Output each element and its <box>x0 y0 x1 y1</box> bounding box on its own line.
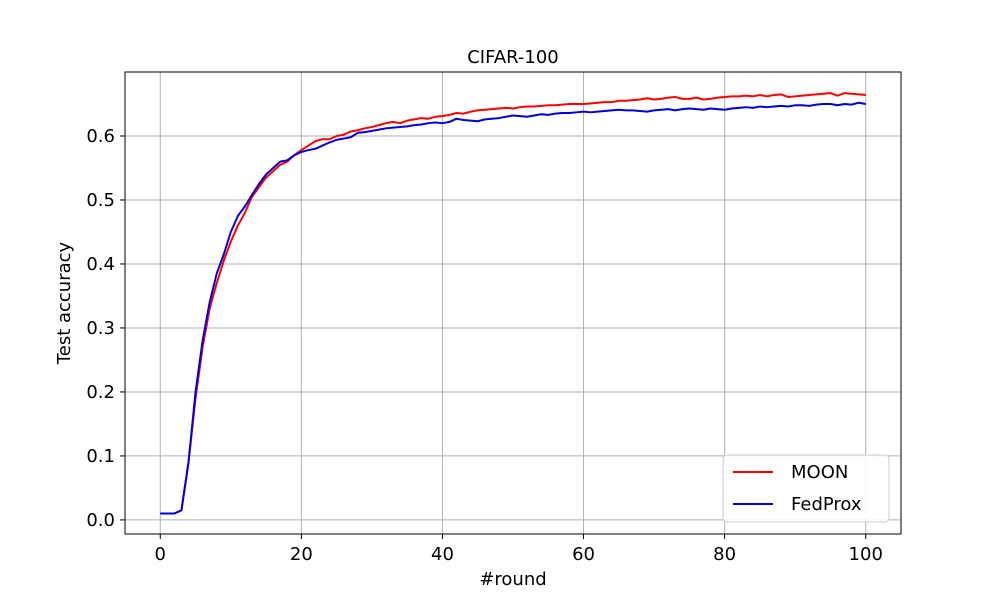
y-tick-label: 0.2 <box>86 382 115 403</box>
y-tick-label: 0.0 <box>86 510 115 531</box>
y-tick-label: 0.4 <box>86 254 115 275</box>
series-layer <box>160 92 866 515</box>
x-tick-label: 40 <box>431 544 454 565</box>
y-tick-label: 0.1 <box>86 446 115 467</box>
y-tick-label: 0.6 <box>86 126 115 147</box>
tick-layer: 0 20 40 60 80 100 0.0 0.1 0.2 0.3 0.4 0.5 0.6 <box>86 126 883 565</box>
y-axis-label: Test accuracy <box>54 241 75 365</box>
legend: MOON FedProx <box>722 454 890 523</box>
x-tick-label: 100 <box>849 544 883 565</box>
plot-frame <box>124 71 902 535</box>
y-tick-label: 0.3 <box>86 318 115 339</box>
legend-label-moon: MOON <box>791 462 848 483</box>
x-tick-label: 60 <box>572 544 595 565</box>
series-line-fedprox <box>160 101 866 515</box>
legend-label-fedprox: FedProx <box>791 494 862 515</box>
chart-title: CIFAR-100 <box>467 47 559 68</box>
grid-layer <box>125 72 901 534</box>
x-tick-label: 0 <box>155 544 166 565</box>
x-tick-label: 80 <box>713 544 736 565</box>
x-tick-label: 20 <box>290 544 313 565</box>
x-axis-label: #round <box>479 569 546 590</box>
series-line-moon <box>160 92 866 515</box>
y-tick-label: 0.5 <box>86 190 115 211</box>
